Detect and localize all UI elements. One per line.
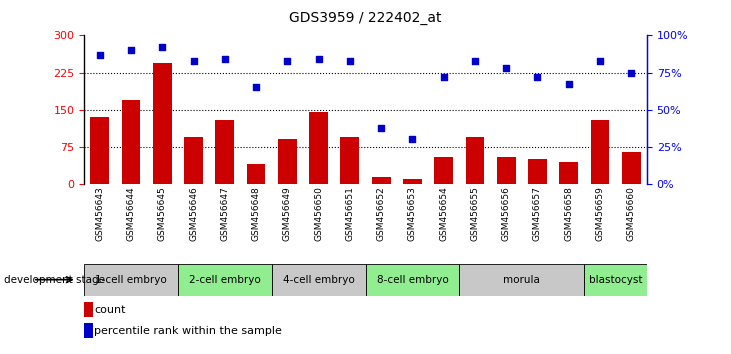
- Bar: [366, 264, 459, 296]
- Bar: [216, 120, 234, 184]
- Text: morula: morula: [504, 275, 540, 285]
- Text: GDS3959 / 222402_at: GDS3959 / 222402_at: [289, 11, 442, 25]
- Bar: [278, 139, 297, 184]
- Point: [594, 58, 606, 63]
- Text: 8-cell embryo: 8-cell embryo: [376, 275, 448, 285]
- Bar: [84, 264, 178, 296]
- Bar: [91, 117, 109, 184]
- Bar: [372, 177, 390, 184]
- Point: [344, 58, 356, 63]
- Bar: [121, 100, 140, 184]
- Bar: [497, 157, 515, 184]
- Text: GSM456652: GSM456652: [376, 187, 386, 241]
- Text: 1-cell embryo: 1-cell embryo: [95, 275, 167, 285]
- Text: GSM456656: GSM456656: [501, 187, 511, 241]
- Bar: [559, 162, 578, 184]
- Bar: [466, 137, 485, 184]
- Bar: [459, 264, 584, 296]
- Text: GSM456660: GSM456660: [626, 187, 636, 241]
- Text: GSM456657: GSM456657: [533, 187, 542, 241]
- Text: GSM456650: GSM456650: [314, 187, 323, 241]
- Text: blastocyst: blastocyst: [589, 275, 643, 285]
- Bar: [434, 157, 453, 184]
- Point: [156, 45, 168, 50]
- Bar: [528, 159, 547, 184]
- Point: [531, 74, 543, 80]
- Point: [219, 56, 231, 62]
- Point: [125, 47, 137, 53]
- Text: GSM456647: GSM456647: [220, 187, 230, 241]
- Point: [94, 52, 105, 58]
- Point: [438, 74, 450, 80]
- Bar: [184, 137, 203, 184]
- Point: [313, 56, 325, 62]
- Text: count: count: [94, 305, 126, 315]
- Bar: [309, 112, 328, 184]
- Text: GSM456653: GSM456653: [408, 187, 417, 241]
- Bar: [341, 137, 359, 184]
- Text: 2-cell embryo: 2-cell embryo: [189, 275, 261, 285]
- Text: GSM456651: GSM456651: [345, 187, 355, 241]
- Text: 4-cell embryo: 4-cell embryo: [283, 275, 355, 285]
- Bar: [84, 323, 93, 338]
- Text: GSM456655: GSM456655: [471, 187, 480, 241]
- Point: [469, 58, 481, 63]
- Bar: [272, 264, 366, 296]
- Text: GSM456658: GSM456658: [564, 187, 573, 241]
- Bar: [403, 179, 422, 184]
- Text: GSM456648: GSM456648: [251, 187, 260, 241]
- Text: GSM456654: GSM456654: [439, 187, 448, 241]
- Bar: [153, 63, 172, 184]
- Bar: [178, 264, 272, 296]
- Point: [375, 125, 387, 130]
- Point: [281, 58, 293, 63]
- Bar: [84, 302, 93, 317]
- Text: development stage: development stage: [4, 275, 105, 285]
- Point: [188, 58, 200, 63]
- Bar: [591, 120, 610, 184]
- Point: [406, 137, 418, 142]
- Point: [250, 85, 262, 90]
- Bar: [584, 264, 647, 296]
- Text: GSM456643: GSM456643: [95, 187, 105, 241]
- Point: [563, 82, 575, 87]
- Point: [626, 70, 637, 75]
- Text: GSM456649: GSM456649: [283, 187, 292, 241]
- Bar: [622, 152, 640, 184]
- Point: [501, 65, 512, 71]
- Text: GSM456659: GSM456659: [596, 187, 605, 241]
- Text: GSM456644: GSM456644: [126, 187, 135, 241]
- Text: GSM456645: GSM456645: [158, 187, 167, 241]
- Text: GSM456646: GSM456646: [189, 187, 198, 241]
- Text: percentile rank within the sample: percentile rank within the sample: [94, 326, 282, 336]
- Bar: [246, 164, 265, 184]
